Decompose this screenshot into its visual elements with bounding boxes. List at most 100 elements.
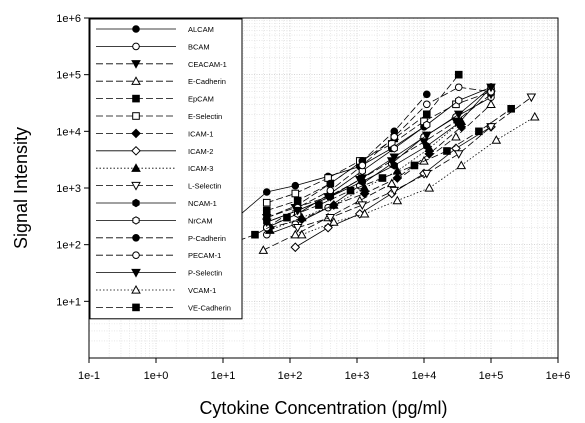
data-point-ve-cadherin [443,147,451,155]
data-point-alcam [262,188,271,196]
legend-item-ve-cadherin: VE-Cadherin [96,303,231,312]
data-point-ncam-1 [455,118,463,128]
legend-item-bcam: BCAM [96,42,210,51]
series-line-pecam-1 [266,86,492,228]
y-tick-label: 1e+5 [56,70,81,82]
legend-marker [131,145,141,156]
legend-label: VE-Cadherin [188,303,231,312]
data-point-e-cadherin [290,229,301,239]
data-point-icam-3 [296,212,307,222]
legend-item-e-cadherin: E-Cadherin [96,76,226,86]
legend-item-alcam: ALCAM [96,25,214,34]
series-line-ve-cadherin [219,108,512,248]
data-point-vcam-1 [296,229,307,239]
y-axis-title: Signal Intensity [11,127,31,249]
legend-item-e-selectin: E-Selectin [96,112,222,121]
legend-marker [131,285,141,294]
data-point-e-cadherin [451,131,461,141]
data-point-p-selectin [325,193,336,202]
data-point-icam-2 [290,242,301,253]
data-point-vcam-1 [392,195,403,205]
legend-marker [132,234,140,242]
x-axis-title: Cytokine Concentration (pg/ml) [199,398,447,418]
legend-marker [132,198,140,208]
legend-marker [132,112,140,120]
legend-marker [132,25,140,33]
data-point-l-selectin [421,169,432,179]
legend-label: ICAM-1 [188,129,213,138]
x-tick-label: 1e-1 [78,370,100,382]
y-tick-label: 1e+3 [56,183,81,195]
data-point-pecam-1 [390,133,399,141]
data-point-e-cadherin [258,245,269,254]
data-point-e-selectin [262,198,271,207]
data-point-pecam-1 [326,186,335,195]
series-line-nrcam [266,86,492,228]
series-p-cadherin [262,90,431,222]
legend-item-p-selectin: P-Selectin [96,269,222,278]
legend-marker [131,60,141,69]
legend-marker [132,303,140,312]
legend-item-ceacam-1: CEACAM-1 [96,60,227,69]
data-point-p-selectin [292,206,303,216]
data-point-l-selectin [526,93,537,103]
data-point-p-selectin [486,83,496,93]
data-point-vcam-1 [529,111,540,121]
data-point-p-cadherin [326,179,335,188]
legend-item-icam-1: ICAM-1 [96,128,213,138]
data-point-p-selectin [357,174,368,184]
data-point-icam-3 [392,165,403,175]
data-point-l-selectin [325,213,336,223]
data-point-l-selectin [357,201,368,211]
data-point-p-selectin [261,218,272,228]
legend-label: ICAM-3 [188,164,213,173]
data-point-pecam-1 [358,161,367,170]
legend-item-p-cadherin: P-Cadherin [96,234,226,243]
y-tick-label: 1e+1 [56,296,81,308]
legend-label: VCAM-1 [188,286,216,295]
y-tick-label: 1e+6 [56,13,81,25]
data-point-p-selectin [421,131,432,141]
data-point-icam-3 [328,200,339,209]
series-p-selectin [261,83,496,228]
series-vcam-1 [296,111,540,239]
series-e-selectin [262,87,495,207]
data-point-vcam-1 [456,160,467,170]
legend-marker [131,76,141,85]
legend-marker [132,216,140,225]
y-tick-label: 1e+2 [56,240,81,252]
x-tick-label: 1e+3 [345,370,370,382]
data-point-nrcam [390,144,398,153]
data-point-l-selectin [389,186,400,196]
series-line-p-cadherin [266,94,428,219]
data-point-e-cadherin [386,178,397,188]
x-tick-label: 1e+0 [144,370,169,382]
data-point-vcam-1 [491,135,502,144]
data-point-ncam-1 [423,141,431,151]
legend-item-epcam: EpCAM [96,95,214,104]
data-point-l-selectin [292,223,303,233]
data-point-vcam-1 [328,217,339,226]
x-tick-label: 1e+2 [278,370,303,382]
data-point-ve-cadherin [378,174,387,182]
legend-item-icam-3: ICAM-3 [96,163,213,173]
data-point-epcam [262,206,271,215]
legend-item-vcam-1: VCAM-1 [96,285,216,295]
data-point-ve-cadherin [251,230,259,239]
data-point-e-selectin [291,189,300,198]
legend-marker [131,163,141,172]
legend-label: NCAM-1 [188,199,217,208]
data-point-ve-cadherin [410,161,419,170]
legend-marker [132,42,140,51]
x-tick-label: 1e+1 [211,370,236,382]
data-point-ve-cadherin [346,186,355,195]
data-point-p-selectin [453,110,464,120]
legend-label: E-Selectin [188,112,222,121]
series-ve-cadherin [216,104,515,252]
legend: ALCAM BCAM CEACAM-1 E-Cadherin EpCAM E-Select… [89,18,243,320]
legend-item-nrcam: NrCAM [96,216,213,225]
data-point-epcam [454,70,463,79]
data-point-vcam-1 [424,183,435,192]
legend-item-l-selectin: L-Selectin [96,182,221,191]
